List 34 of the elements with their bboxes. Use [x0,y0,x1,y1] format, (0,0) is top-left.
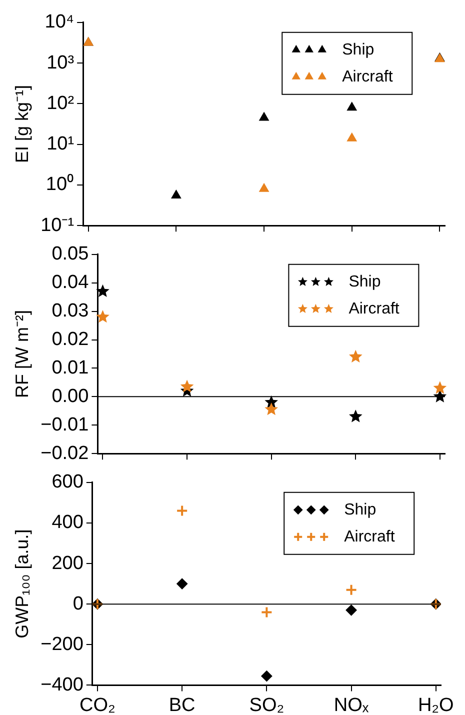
legend-label: Aircraft [344,528,396,546]
x-tick-label: BC [168,694,196,715]
y-tick-label: −0.02 [40,442,89,464]
y-tick-label: 0.05 [52,244,89,265]
x-tick-label: SO₂ [249,694,284,715]
y-tick-label: 10⁻¹ [40,214,74,236]
y-tick-label: 10⁰ [46,173,74,196]
y-tick-label: 600 [52,472,84,493]
y-tick-label: 10¹ [46,134,74,155]
y-tick-label: −400 [40,674,84,696]
y-axis-title: EI [g kg⁻¹] [12,84,32,164]
y-tick-label: −0.01 [40,414,89,436]
y-tick-label: 200 [52,552,84,574]
y-tick-label: 0 [72,593,84,614]
x-tick-label: CO₂ [80,694,116,715]
legend-label: Aircraft [342,68,394,86]
y-axis-title: GWP₁₀₀ [a.u.] [12,529,32,638]
x-tick-label: H₂O [418,694,454,715]
legend-label: Ship [344,501,376,518]
y-tick-label: 0.02 [52,329,89,350]
y-tick-label: 0.01 [52,357,89,378]
y-tick-label: 0.03 [52,300,89,322]
y-tick-label: 10³ [46,52,74,74]
y-tick-label: 10² [46,92,74,114]
y-tick-label: 0.00 [52,386,89,407]
legend-label: Ship [348,273,381,290]
legend-label: Aircraft [348,300,400,318]
y-axis-title: RF [W m⁻²] [12,310,32,398]
y-tick-label: 10⁴ [44,12,74,33]
y-tick-label: 0.04 [52,272,90,294]
y-tick-label: 400 [52,512,84,534]
x-tick-label: NOₓ [334,694,370,715]
y-tick-label: −200 [40,634,84,655]
legend-label: Ship [342,41,374,58]
